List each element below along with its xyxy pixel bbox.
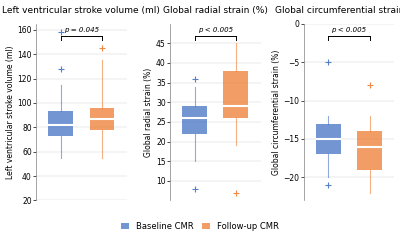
Bar xyxy=(224,71,248,118)
Legend: Baseline CMR, Follow-up CMR: Baseline CMR, Follow-up CMR xyxy=(121,222,279,231)
Title: Global radial strain (%): Global radial strain (%) xyxy=(163,6,268,15)
Bar xyxy=(182,106,207,134)
Title: Left ventricular stroke volume (ml): Left ventricular stroke volume (ml) xyxy=(2,6,160,15)
Text: p = 0.045: p = 0.045 xyxy=(64,27,99,33)
Text: p < 0.005: p < 0.005 xyxy=(198,27,233,33)
Bar xyxy=(316,124,341,154)
Bar xyxy=(48,111,73,136)
Bar xyxy=(90,108,114,130)
Y-axis label: Left ventricular stroke volume (ml): Left ventricular stroke volume (ml) xyxy=(6,45,14,179)
Title: Global circumferential strain (%): Global circumferential strain (%) xyxy=(275,6,400,15)
Text: p < 0.005: p < 0.005 xyxy=(332,27,367,33)
Y-axis label: Global circumferential strain (%): Global circumferential strain (%) xyxy=(272,49,281,175)
Bar xyxy=(357,131,382,170)
Y-axis label: Global radial strain (%): Global radial strain (%) xyxy=(144,67,153,157)
